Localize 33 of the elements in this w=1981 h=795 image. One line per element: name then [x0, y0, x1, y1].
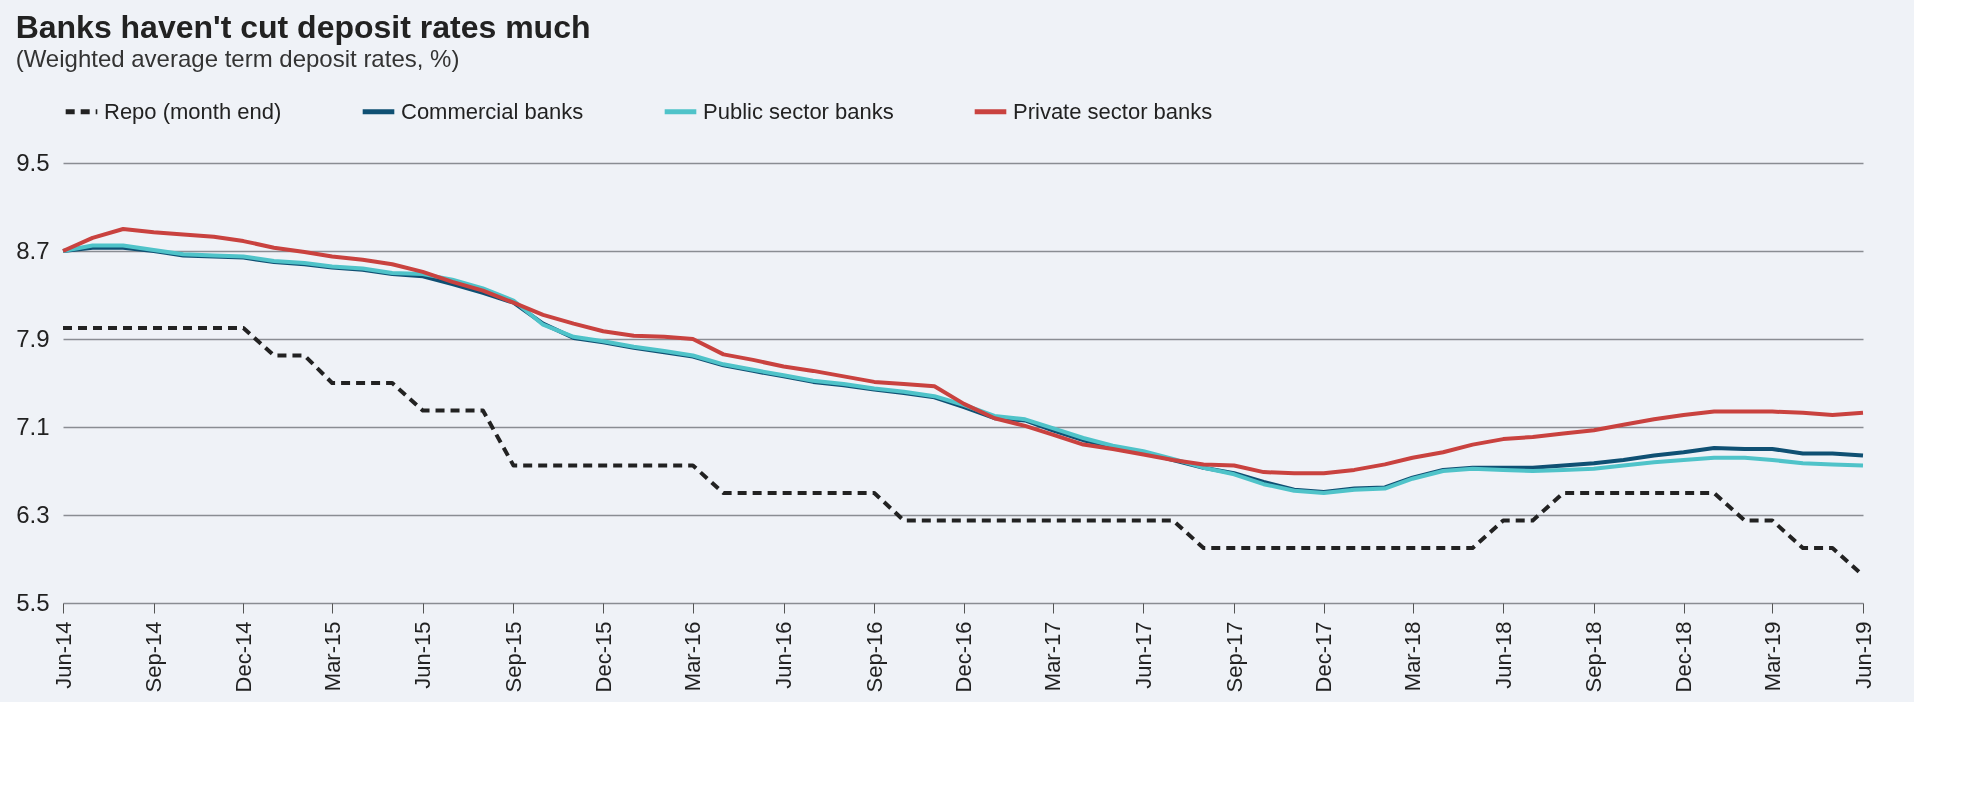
legend-label: Commercial banks: [401, 98, 584, 124]
x-tick-label: Dec-16: [951, 621, 977, 693]
x-tick-label: Mar-19: [1759, 621, 1785, 692]
y-tick-label: 9.5: [16, 148, 50, 176]
x-tick-label: Sep-18: [1581, 621, 1607, 693]
y-tick-label: 8.7: [16, 236, 50, 264]
chart-subtitle: (Weighted average term deposit rates, %): [15, 45, 460, 72]
x-tick-label: Jun-15: [410, 621, 436, 689]
x-tick-label: Dec-17: [1311, 621, 1337, 693]
legend-label: Private sector banks: [1013, 98, 1213, 124]
x-tick-label: Sep-17: [1221, 621, 1247, 693]
x-tick-label: Dec-14: [230, 621, 256, 693]
x-tick-label: Jun-14: [50, 621, 76, 689]
chart-title: Banks haven't cut deposit rates much: [15, 9, 591, 45]
x-tick-label: Jun-19: [1850, 621, 1876, 689]
x-tick-label: Sep-16: [861, 621, 887, 693]
x-tick-label: Sep-14: [141, 621, 167, 693]
x-tick-label: Sep-15: [500, 621, 526, 693]
legend-label: Repo (month end): [104, 98, 282, 124]
x-tick-label: Mar-17: [1040, 621, 1066, 692]
x-tick-label: Jun-18: [1490, 621, 1516, 689]
legend-label: Public sector banks: [703, 98, 894, 124]
x-tick-label: Jun-17: [1130, 621, 1156, 689]
y-tick-label: 5.5: [16, 588, 50, 616]
x-tick-label: Mar-16: [680, 621, 706, 692]
y-tick-label: 6.3: [16, 500, 50, 528]
y-tick-label: 7.1: [16, 412, 50, 440]
x-tick-label: Jun-16: [771, 621, 797, 689]
x-tick-label: Mar-18: [1400, 621, 1426, 692]
x-tick-label: Dec-18: [1671, 621, 1697, 693]
x-tick-label: Mar-15: [319, 621, 345, 692]
y-tick-label: 7.9: [16, 324, 50, 352]
x-tick-label: Dec-15: [590, 621, 616, 693]
